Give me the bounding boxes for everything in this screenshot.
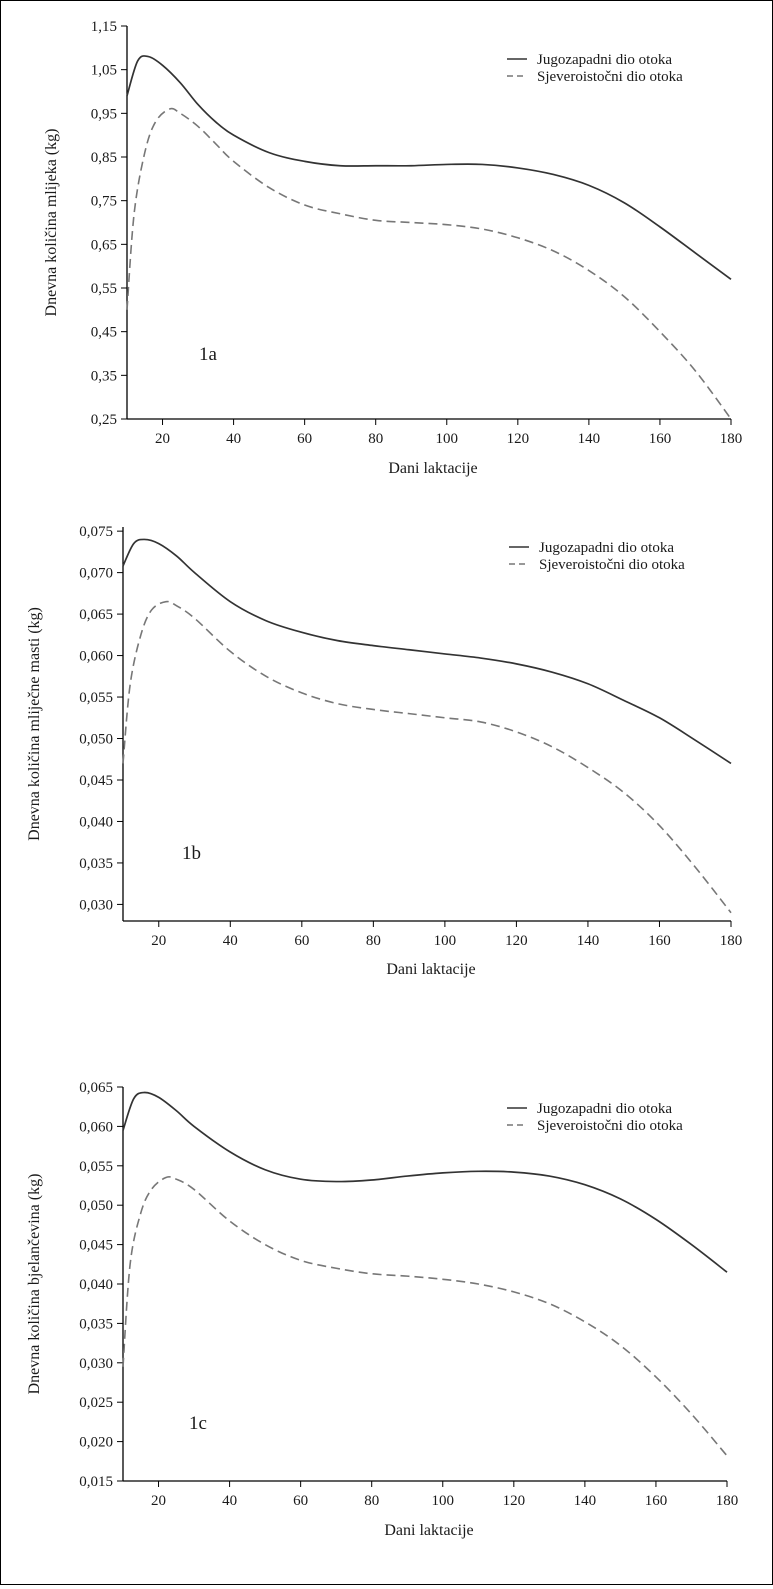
y-tick-label: 0,030 bbox=[79, 897, 113, 913]
panel-label: 1b bbox=[182, 843, 201, 864]
y-tick-label: 0,85 bbox=[91, 150, 117, 166]
y-tick-label: 0,035 bbox=[79, 856, 113, 872]
chart-panel-1b: 0,030 0,035 0,040 0,045 0,050 0,055 0,060 0,065… bbox=[26, 524, 742, 978]
x-tick-label: 140 bbox=[577, 933, 600, 949]
x-tick-label: 40 bbox=[226, 431, 241, 447]
panel-label: 1c bbox=[189, 1413, 207, 1434]
x-tick-label: 180 bbox=[716, 1493, 739, 1509]
series-line-sjeveroistocni bbox=[122, 600, 732, 914]
y-axis-title: Dnevna količina bjelančevina (kg) bbox=[26, 1174, 43, 1395]
chart-panel-1a: 0,25 0,35 0,45 0,55 0,65 0,75 0,85 0,95 1,05 1,15… bbox=[43, 19, 742, 477]
panel-label: 1a bbox=[199, 344, 218, 365]
series-line-jugozapadni bbox=[122, 538, 732, 765]
y-tick-label: 0,075 bbox=[79, 524, 113, 540]
x-tick-label: 180 bbox=[720, 933, 743, 949]
legend-label: Sjeveroistočni dio otoka bbox=[537, 1118, 683, 1134]
x-tick-label: 20 bbox=[151, 933, 166, 949]
y-axis-title: Dnevna količina mlijeka (kg) bbox=[43, 129, 60, 317]
x-tick-label: 20 bbox=[155, 431, 170, 447]
x-tick-label: 180 bbox=[720, 431, 743, 447]
x-tick-label: 100 bbox=[436, 431, 459, 447]
legend-label: Jugozapadni dio otoka bbox=[537, 52, 672, 68]
x-tick-label: 60 bbox=[293, 1493, 308, 1509]
y-tick-label: 0,020 bbox=[79, 1435, 113, 1451]
y-tick-label: 1,05 bbox=[91, 63, 117, 79]
y-tick-label: 0,070 bbox=[79, 566, 113, 582]
legend-label: Jugozapadni dio otoka bbox=[537, 1101, 672, 1117]
y-tick-label: 0,050 bbox=[79, 732, 113, 748]
x-tick-label: 40 bbox=[222, 1493, 237, 1509]
x-tick-label: 40 bbox=[223, 933, 238, 949]
x-axis-title: Dani laktacije bbox=[384, 1522, 473, 1539]
y-tick-label: 0,015 bbox=[79, 1474, 113, 1490]
x-axis-title: Dani laktacije bbox=[388, 460, 477, 477]
legend-label: Sjeveroistočni dio otoka bbox=[539, 557, 685, 573]
chart-panel-1c: 0,015 0,020 0,025 0,030 0,035 0,040 0,045 0,050… bbox=[26, 1080, 738, 1539]
y-tick-label: 0,045 bbox=[79, 1238, 113, 1254]
y-tick-label: 0,055 bbox=[79, 690, 113, 706]
series-line-jugozapadni bbox=[122, 1091, 728, 1273]
y-axis-title: Dnevna količina mliječne masti (kg) bbox=[26, 607, 43, 841]
x-tick-label: 80 bbox=[364, 1493, 379, 1509]
y-tick-label: 0,050 bbox=[79, 1198, 113, 1214]
y-tick-label: 0,65 bbox=[91, 237, 117, 253]
y-tick-label: 0,055 bbox=[79, 1159, 113, 1175]
y-tick-label: 0,55 bbox=[91, 281, 117, 297]
y-tick-label: 0,060 bbox=[79, 1119, 113, 1135]
y-tick-label: 0,060 bbox=[79, 649, 113, 665]
y-tick-label: 0,025 bbox=[79, 1395, 113, 1411]
series-line-sjeveroistocni bbox=[126, 107, 732, 420]
x-tick-label: 120 bbox=[507, 431, 530, 447]
y-tick-label: 0,035 bbox=[79, 1316, 113, 1332]
x-tick-label: 160 bbox=[649, 431, 672, 447]
x-tick-label: 140 bbox=[578, 431, 601, 447]
x-tick-label: 120 bbox=[503, 1493, 526, 1509]
x-tick-label: 160 bbox=[645, 1493, 668, 1509]
y-tick-label: 0,065 bbox=[79, 607, 113, 623]
y-tick-label: 1,15 bbox=[91, 19, 117, 35]
y-tick-label: 0,045 bbox=[79, 773, 113, 789]
y-tick-label: 0,040 bbox=[79, 814, 113, 830]
x-tick-label: 160 bbox=[648, 933, 671, 949]
y-tick-label: 0,35 bbox=[91, 368, 117, 384]
x-tick-label: 80 bbox=[366, 933, 381, 949]
series-line-jugozapadni bbox=[126, 55, 732, 280]
y-tick-label: 0,030 bbox=[79, 1356, 113, 1372]
x-tick-label: 80 bbox=[368, 431, 383, 447]
x-axis-title: Dani laktacije bbox=[386, 961, 475, 978]
x-tick-label: 60 bbox=[297, 431, 312, 447]
y-tick-label: 0,040 bbox=[79, 1277, 113, 1293]
y-tick-label: 0,45 bbox=[91, 325, 117, 341]
x-tick-label: 20 bbox=[151, 1493, 166, 1509]
y-tick-label: 0,065 bbox=[79, 1080, 113, 1096]
series-line-sjeveroistocni bbox=[122, 1176, 728, 1457]
x-tick-label: 100 bbox=[434, 933, 457, 949]
x-tick-label: 120 bbox=[505, 933, 528, 949]
legend-label: Sjeveroistočni dio otoka bbox=[537, 69, 683, 85]
x-tick-label: 100 bbox=[432, 1493, 455, 1509]
y-tick-label: 0,95 bbox=[91, 106, 117, 122]
x-tick-label: 60 bbox=[294, 933, 309, 949]
y-tick-label: 0,25 bbox=[91, 412, 117, 428]
y-tick-label: 0,75 bbox=[91, 194, 117, 210]
legend-label: Jugozapadni dio otoka bbox=[539, 540, 674, 556]
x-tick-label: 140 bbox=[574, 1493, 597, 1509]
